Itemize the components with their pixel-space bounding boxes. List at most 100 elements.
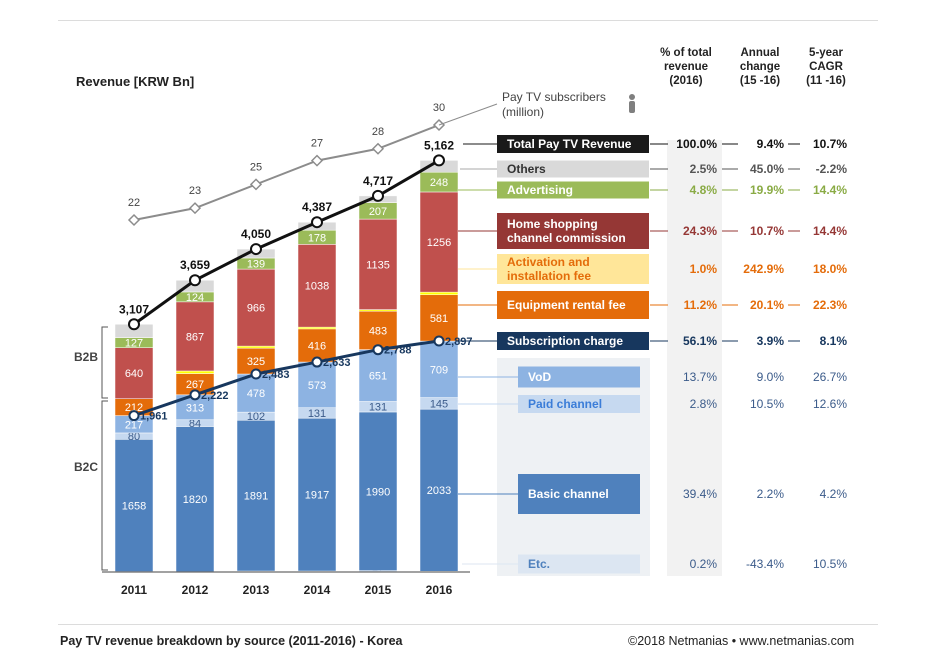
person-icon-body	[629, 101, 635, 113]
bar-home-shopping-channel-commission-2013	[236, 268, 276, 347]
bar-label-equipment-rental-fee-2013: 325	[247, 356, 265, 368]
pct-column-bg	[667, 140, 722, 576]
bar-label-equipment-rental-fee-2015: 483	[369, 325, 387, 337]
legend-label-10: Etc.	[528, 557, 550, 571]
person-icon	[629, 94, 635, 100]
subscribers-label-2013: 25	[250, 161, 262, 173]
cagr-0: 10.7%	[813, 137, 847, 151]
bar-label-advertising-2013: 139	[247, 259, 265, 271]
annual-7: 9.0%	[757, 370, 785, 384]
cagr-2: 14.4%	[813, 183, 847, 197]
bar-vod-2013	[236, 373, 276, 413]
subscribers-point-2012	[188, 202, 202, 215]
subscribers-label-2014: 27	[311, 138, 323, 150]
total-point-2013	[250, 243, 262, 256]
bar-label-home-shopping-channel-commission-2011: 640	[125, 368, 143, 380]
x-tick-2012: 2012	[182, 583, 209, 597]
subscription-line	[133, 339, 440, 418]
bar-label-paid-channel-2016: 145	[430, 398, 448, 410]
pct-1: 2.5%	[690, 162, 718, 176]
legend-label-1: Others	[507, 162, 546, 176]
legend-box-8	[518, 395, 640, 413]
chart-title: Revenue [KRW Bn]	[76, 74, 195, 89]
total-label-2012: 3,659	[180, 258, 210, 272]
x-tick-2013: 2013	[243, 583, 270, 597]
subscription-label-2011: 1,961	[140, 411, 168, 423]
total-label-2011: 3,107	[119, 302, 149, 316]
bar-vod-2015	[358, 349, 398, 402]
subscribers-point-2015	[371, 142, 385, 155]
bar-label-home-shopping-channel-commission-2016: 1256	[427, 237, 451, 249]
top-rule	[58, 20, 878, 21]
subscribers-point-2011	[127, 213, 141, 227]
total-line	[133, 159, 440, 326]
b2c-label: B2C	[74, 460, 98, 474]
b2b-label: B2B	[74, 350, 98, 364]
subscription-label-2013: 2,483	[262, 369, 290, 381]
bar-basic-channel-2016	[419, 408, 459, 572]
bar-label-vod-2013: 478	[247, 388, 265, 400]
bar-label-home-shopping-channel-commission-2013: 966	[247, 303, 265, 315]
annual-0: 9.4%	[757, 137, 785, 151]
legend-box-0	[497, 135, 649, 153]
cagr-8: 12.6%	[813, 397, 847, 411]
bar-label-advertising-2012: 124	[186, 292, 204, 304]
legend-box-1	[497, 160, 649, 178]
bar-basic-channel-2014	[297, 417, 337, 572]
legend-label-8: Paid channel	[528, 397, 602, 411]
annual-3: 10.7%	[750, 224, 784, 238]
subscription-point-2015	[372, 344, 384, 356]
bar-label-basic-channel-2016: 2033	[427, 485, 451, 497]
pct-3: 24.3%	[683, 224, 717, 238]
x-tick-2014: 2014	[304, 583, 331, 597]
bar-home-shopping-channel-commission-2012	[175, 301, 215, 372]
bar-label-advertising-2015: 207	[369, 206, 387, 218]
bar-label-basic-channel-2014: 1917	[305, 490, 329, 502]
b2b-bracket	[101, 326, 108, 399]
bar-label-home-shopping-channel-commission-2014: 1038	[305, 281, 329, 293]
header-pct: % of total revenue (2016)	[660, 47, 712, 87]
annual-1: 45.0%	[750, 162, 784, 176]
bar-label-equipment-rental-fee-2014: 416	[308, 340, 326, 352]
bar-label-vod-2012: 313	[186, 402, 204, 414]
legend-box-7	[518, 366, 640, 388]
subscribers-legend: Pay TV subscribers (million)	[502, 90, 606, 119]
header-annual: Annual change (15 -16)	[739, 47, 781, 87]
subscribers-line	[133, 124, 440, 221]
cagr-1: -2.2%	[816, 162, 848, 176]
bar-label-paid-channel-2012: 84	[189, 418, 201, 430]
cagr-10: 10.5%	[813, 557, 847, 571]
legend-label-2: Advertising	[507, 183, 573, 197]
bar-label-basic-channel-2013: 1891	[244, 491, 268, 503]
total-point-2012	[189, 274, 201, 287]
bar-label-advertising-2011: 127	[125, 338, 143, 350]
bar-activation-and-installation-fee-2013	[236, 345, 276, 349]
bar-label-paid-channel-2015: 131	[369, 402, 387, 414]
bar-label-equipment-rental-fee-2016: 581	[430, 313, 448, 325]
total-point-2016	[433, 154, 445, 167]
subscription-point-2011	[128, 410, 140, 422]
legend-label-7: VoD	[528, 370, 551, 384]
bar-label-basic-channel-2015: 1990	[366, 486, 390, 498]
pct-10: 0.2%	[690, 557, 718, 571]
subscribers-label-2015: 28	[372, 126, 384, 138]
pct-6: 56.1%	[683, 334, 717, 348]
pct-5: 11.2%	[684, 298, 718, 312]
b2c-panel-bg	[497, 358, 650, 576]
header-cagr: 5-year CAGR (11 -16)	[806, 47, 846, 87]
legend-box-6	[497, 332, 649, 350]
legend-box-9	[518, 474, 640, 514]
cagr-6: 8.1%	[820, 334, 848, 348]
bar-equipment-rental-fee-2016	[419, 294, 459, 342]
x-tick-2016: 2016	[426, 583, 453, 597]
pct-4: 1.0%	[690, 262, 718, 276]
bar-label-vod-2014: 573	[308, 380, 326, 392]
total-point-2015	[372, 189, 384, 202]
subscribers-label-2011: 22	[128, 197, 140, 209]
pct-8: 2.8%	[690, 397, 718, 411]
total-point-2014	[311, 216, 323, 229]
subscription-point-2014	[311, 356, 323, 368]
bar-label-vod-2011: 217	[125, 419, 143, 431]
bar-vod-2014	[297, 361, 337, 408]
